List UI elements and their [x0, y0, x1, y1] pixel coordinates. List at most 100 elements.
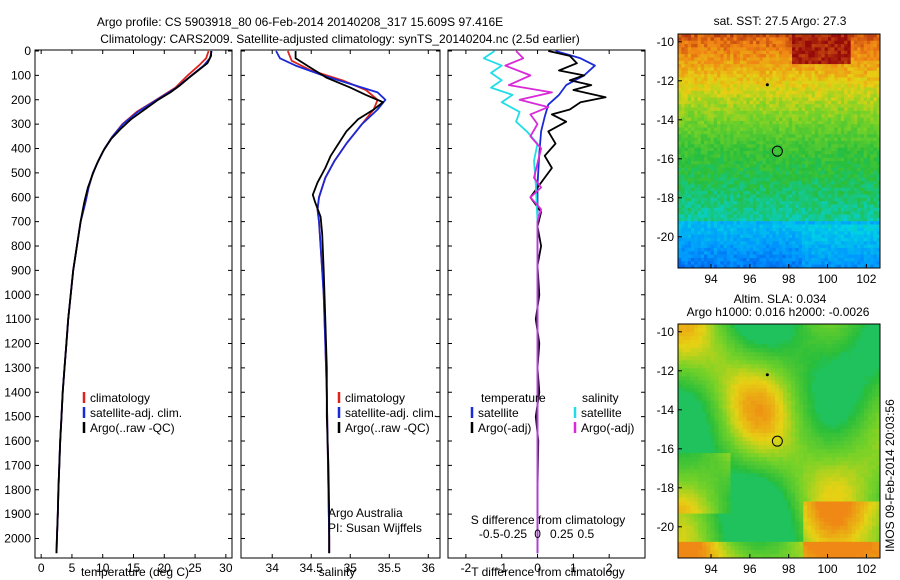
map-cell — [801, 97, 806, 102]
map-cell — [821, 110, 826, 115]
map-cell — [756, 127, 761, 132]
map-cell — [775, 34, 780, 38]
map-cell — [743, 167, 748, 172]
map-cell — [814, 221, 819, 226]
map-cell — [720, 47, 725, 52]
map-cell — [733, 184, 738, 189]
map-cell — [811, 244, 816, 249]
map-cell — [687, 237, 692, 242]
map-cell — [700, 157, 705, 162]
map-cell — [765, 40, 770, 45]
map-cell — [769, 50, 774, 55]
map-cell — [847, 237, 852, 242]
map-cell — [805, 84, 809, 89]
map-cell — [853, 234, 858, 239]
map-cell — [772, 174, 777, 179]
map-cell — [681, 191, 686, 196]
map-cell — [863, 207, 868, 212]
map-cell — [713, 221, 718, 226]
map-cell — [736, 241, 741, 246]
map-cell — [775, 130, 780, 135]
map-cell — [779, 214, 783, 219]
map-cell — [681, 184, 686, 189]
map-cell — [746, 164, 751, 169]
map-cell — [765, 184, 770, 189]
map-cell — [788, 207, 793, 212]
map-cell — [875, 340, 880, 345]
map-cell — [788, 104, 793, 109]
map-cell — [798, 94, 803, 99]
map-cell — [759, 251, 764, 256]
map-cell — [870, 221, 875, 226]
map-cell — [700, 50, 705, 55]
map-cell — [700, 40, 705, 45]
map-cell — [681, 171, 686, 175]
map-cell — [717, 217, 721, 222]
map-cell — [733, 107, 738, 112]
map-cell — [723, 241, 728, 246]
map-cell — [853, 171, 858, 175]
map-cell — [821, 217, 826, 222]
y-tick-label: 200 — [11, 93, 31, 107]
map-cell — [739, 241, 744, 246]
map-cell — [834, 107, 839, 112]
map-cell — [765, 130, 770, 135]
map-cell — [840, 130, 845, 135]
map-cell — [840, 244, 845, 249]
map-cell — [739, 161, 744, 165]
map-cell — [772, 164, 777, 169]
map-cell — [733, 241, 738, 246]
map-cell — [860, 70, 865, 75]
map-cell — [779, 348, 784, 353]
map-cell — [807, 324, 812, 329]
map-cell — [805, 104, 809, 109]
map-cell — [837, 64, 842, 69]
map-cell — [717, 164, 721, 169]
map-cell — [739, 37, 744, 42]
map-cell — [739, 120, 744, 125]
map-cell — [726, 244, 731, 249]
sst-map-title: sat. SST: 27.5 Argo: 27.3 — [714, 14, 847, 28]
map-cell — [808, 80, 813, 85]
salinity-legend-label: climatology — [345, 391, 405, 405]
map-cell — [814, 60, 819, 65]
map-cell — [821, 117, 826, 122]
map-cell — [824, 94, 829, 99]
map-cell — [840, 147, 845, 152]
map-cell — [863, 114, 868, 119]
map-cell — [821, 241, 826, 246]
map-cell — [782, 181, 787, 186]
map-cell — [700, 261, 705, 266]
map-y-tick-label: -14 — [657, 113, 675, 127]
map-cell — [752, 244, 757, 249]
map-cell — [873, 84, 878, 89]
map-cell — [870, 97, 875, 102]
map-cell — [837, 247, 842, 252]
map-cell — [850, 161, 855, 165]
map-cell — [857, 184, 862, 189]
map-cell — [847, 60, 852, 65]
map-cell — [697, 157, 702, 162]
salinity-axes-frame — [240, 49, 441, 559]
map-cell — [850, 94, 855, 99]
map-cell — [691, 157, 695, 162]
map-cell — [678, 64, 682, 69]
map-cell — [814, 127, 819, 132]
map-cell — [691, 171, 695, 175]
map-cell — [678, 84, 682, 89]
map-cell — [815, 324, 820, 329]
map-cell — [844, 177, 849, 182]
map-cell — [769, 97, 774, 102]
map-cell — [791, 348, 796, 353]
map-cell — [759, 70, 764, 75]
map-cell — [762, 251, 767, 256]
map-cell — [840, 174, 845, 179]
map-cell — [870, 217, 875, 222]
map-cell — [798, 217, 803, 222]
map-cell — [873, 181, 878, 186]
map-cell — [733, 97, 738, 102]
map-cell — [769, 187, 774, 192]
map-cell — [772, 67, 777, 72]
map-cell — [779, 60, 783, 65]
map-cell — [798, 114, 803, 119]
